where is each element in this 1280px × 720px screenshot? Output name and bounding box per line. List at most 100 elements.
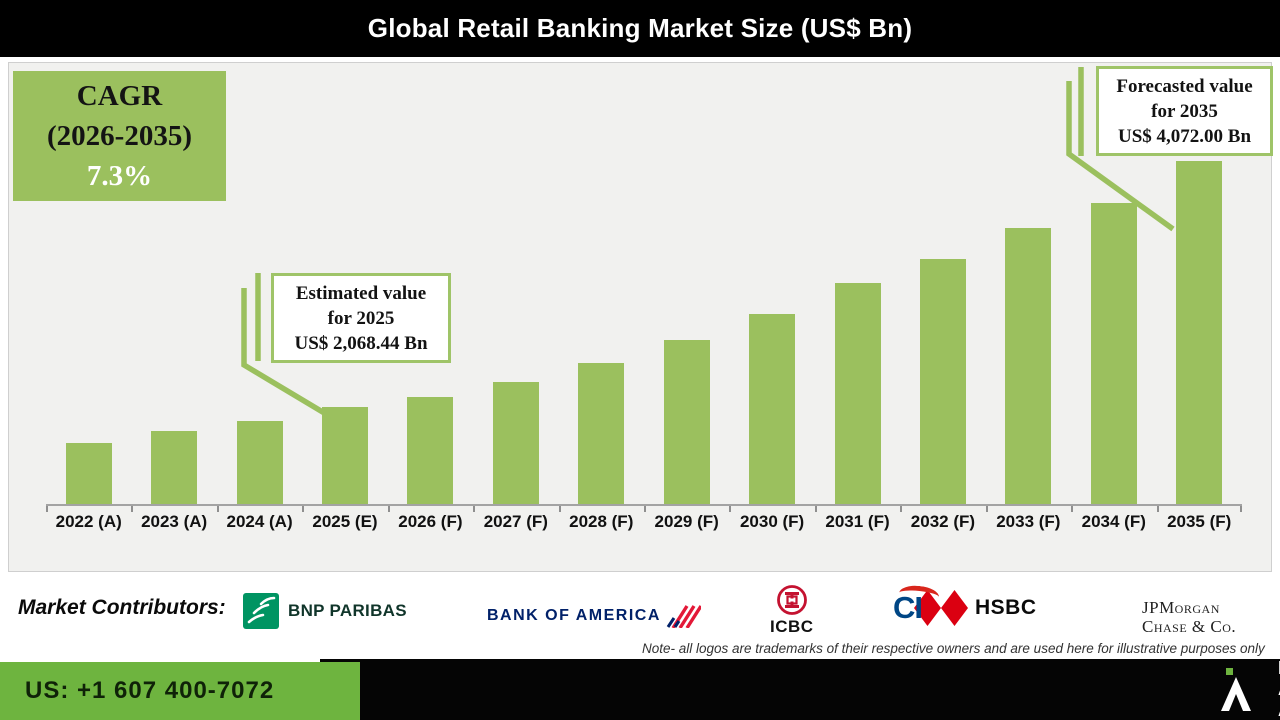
bar-column-2029 — [644, 63, 729, 504]
x-axis-label-2035: 2035 (F) — [1167, 512, 1232, 531]
x-axis-tick — [729, 506, 731, 512]
bar-column-2028 — [559, 63, 644, 504]
x-axis-tick — [388, 506, 390, 512]
bar-2031 — [834, 283, 881, 504]
footer-black-bar: INSIGHT ACE ANALYTIC — [320, 658, 1280, 720]
x-axis-label-2023: 2023 (A) — [141, 512, 208, 531]
bar-column-2032 — [900, 63, 985, 504]
x-axis-tick — [1071, 506, 1073, 512]
bar-column-2026 — [388, 63, 473, 504]
icbc-icon — [776, 585, 807, 615]
bar-2032 — [919, 259, 966, 504]
bank-of-america-logo: BANK OF AMERICA — [487, 604, 701, 628]
hsbc-wordmark: HSBC — [975, 596, 1037, 619]
x-axis-ticks — [46, 506, 1242, 512]
bar-column-2031 — [815, 63, 900, 504]
hsbc-hexagon-icon — [914, 590, 968, 626]
jpmorgan-chase-logo: JPMorgan Chase & Co. — [1142, 598, 1236, 636]
bar-2034 — [1090, 203, 1137, 504]
bar-column-2035 — [1156, 63, 1241, 504]
cagr-box: CAGR (2026-2035) 7.3% — [13, 71, 226, 201]
forecasted-callout-line2: for 2035 — [1151, 100, 1218, 122]
bank-of-america-flag-icon — [666, 605, 701, 628]
x-axis-tick — [559, 506, 561, 512]
bar-column-2024 — [217, 63, 302, 504]
bar-2029 — [663, 340, 710, 504]
bar-column-2025 — [302, 63, 387, 504]
insight-ace-logo-icon — [1221, 668, 1251, 711]
bar-2033 — [1005, 228, 1052, 504]
bar-2028 — [578, 363, 625, 504]
footer-bar: INSIGHT ACE ANALYTIC US: +1 607 400-7072 — [0, 658, 1280, 720]
icbc-wordmark: ICBC — [770, 617, 814, 636]
x-axis-tick — [46, 506, 48, 512]
bar-column-2022 — [46, 63, 131, 504]
x-axis-label-2032: 2032 (F) — [910, 512, 976, 531]
cagr-title: CAGR — [76, 80, 163, 112]
cagr-value: 7.3% — [86, 160, 153, 192]
x-axis-label-2026: 2026 (F) — [398, 512, 463, 531]
x-axis-label-2030: 2030 (F) — [739, 512, 805, 531]
icbc-logo: ICBC — [770, 584, 814, 637]
bar-column-2030 — [729, 63, 814, 504]
jpmorgan-line1: JPMorgan — [1142, 598, 1220, 617]
forecasted-value-callout: Forecasted value for 2035 US$ 4,072.00 B… — [1096, 66, 1273, 156]
x-axis-label-2022: 2022 (A) — [55, 512, 122, 531]
forecasted-callout-line1: Forecasted value — [1116, 75, 1253, 97]
footer-green-bar: US: +1 607 400-7072 — [0, 662, 360, 720]
bar-2025 — [321, 407, 368, 504]
jpmorgan-line2: Chase & Co. — [1142, 617, 1237, 636]
cagr-period: (2026-2035) — [47, 120, 192, 152]
phone-number: US: +1 607 400-7072 — [25, 677, 275, 704]
market-contributors-label: Market Contributors: — [18, 596, 226, 619]
trademark-note: Note- all logos are trademarks of their … — [642, 641, 1265, 656]
insight-ace-wordmark: INSIGHT ACE ANALYTIC — [1278, 658, 1280, 720]
bnp-paribas-icon — [243, 593, 279, 629]
x-axis-tick — [986, 506, 988, 512]
x-axis-tick — [217, 506, 219, 512]
estimated-callout-line2: for 2025 — [327, 307, 395, 329]
bar-column-2023 — [131, 63, 216, 504]
estimated-callout-value: US$ 2,068.44 Bn — [294, 332, 428, 354]
x-axis-label-2024: 2024 (A) — [226, 512, 293, 531]
chart-panel: 2022 (A) 2023 (A) 2024 (A) 2025 (E) 2026 (F)… — [8, 62, 1273, 572]
x-axis-tick — [1240, 506, 1242, 512]
x-axis-tick — [473, 506, 475, 512]
estimated-value-callout: Estimated value for 2025 US$ 2,068.44 Bn — [271, 273, 451, 363]
bar-2023 — [151, 431, 198, 504]
x-axis-label-2034: 2034 (F) — [1081, 512, 1146, 531]
title-bar: Global Retail Banking Market Size (US$ B… — [0, 0, 1280, 57]
bar-column-2027 — [473, 63, 558, 504]
citi-logo: CI — [893, 583, 940, 626]
plot-area — [46, 63, 1242, 504]
x-axis-label-2028: 2028 (F) — [569, 512, 634, 531]
bar-column-2034 — [1071, 63, 1156, 504]
forecasted-callout-value: US$ 4,072.00 Bn — [1117, 125, 1252, 147]
bank-of-america-wordmark: BANK OF AMERICA — [487, 607, 661, 624]
x-axis-label-2025: 2025 (E) — [312, 512, 378, 531]
x-axis-tick — [302, 506, 304, 512]
bar-column-2033 — [986, 63, 1071, 504]
citi-hsbc-logos: CI HSBC — [893, 583, 1037, 626]
x-axis-label-2029: 2029 (F) — [654, 512, 719, 531]
bar-2035 — [1176, 161, 1223, 504]
bnp-paribas-logo: BNP PARIBAS — [243, 593, 407, 629]
x-axis-tick — [900, 506, 902, 512]
x-axis-label-2033: 2033 (F) — [996, 512, 1061, 531]
bar-2024 — [236, 421, 283, 504]
x-axis-label-2031: 2031 (F) — [825, 512, 890, 531]
x-axis-tick — [131, 506, 133, 512]
bar-2030 — [749, 314, 796, 504]
bnp-paribas-wordmark: BNP PARIBAS — [288, 601, 407, 620]
citi-wordmark: CI — [893, 590, 923, 625]
market-contributors-section: Market Contributors: BNP PARIBAS BANK OF… — [0, 572, 1280, 659]
bar-2027 — [492, 382, 539, 504]
x-axis-labels: 2022 (A) 2023 (A) 2024 (A) 2025 (E) 2026 (F)… — [46, 512, 1242, 532]
bar-2026 — [407, 397, 454, 504]
x-axis-label-2027: 2027 (F) — [483, 512, 548, 531]
x-axis-tick — [815, 506, 817, 512]
bar-2022 — [65, 443, 112, 504]
x-axis-tick — [644, 506, 646, 512]
x-axis-line — [46, 504, 1242, 506]
